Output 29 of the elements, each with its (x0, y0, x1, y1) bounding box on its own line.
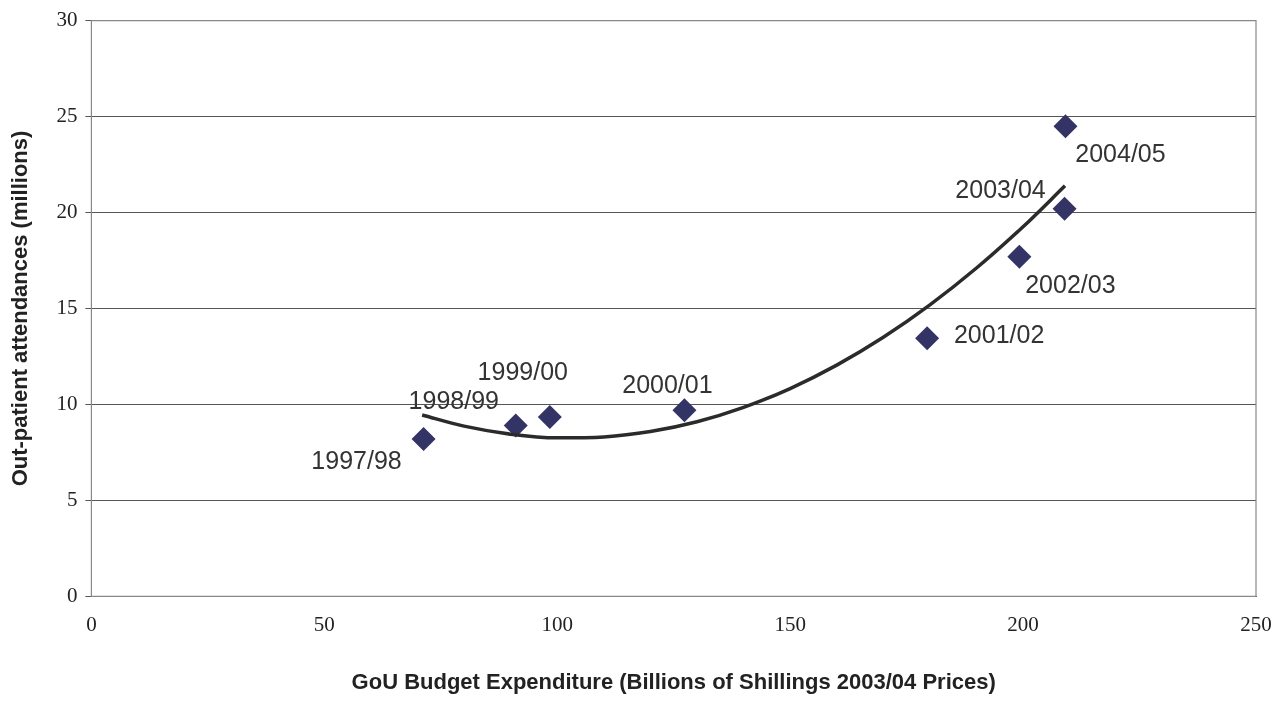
y-tick-label: 30 (56, 7, 78, 32)
annotation: 2001/02 (953, 320, 1045, 349)
annotation: 2003/04 (955, 174, 1046, 203)
annotation: 2000/01 (622, 370, 713, 399)
x-axis-title: GoU Budget Expenditure (Billions of Shillings 2003/04 Prices) (351, 668, 996, 694)
point (411, 427, 436, 452)
point (537, 404, 562, 429)
point (1007, 244, 1032, 269)
y-tick-label: 20 (56, 199, 78, 224)
x-tick-label: 100 (541, 611, 573, 636)
point (1053, 114, 1078, 139)
y-tick-label: 10 (56, 390, 78, 415)
annotation: 2002/03 (1025, 269, 1116, 298)
annotation: 1999/00 (477, 356, 568, 385)
y-tick-label: 15 (56, 295, 78, 320)
annotation: 2004/05 (1075, 139, 1166, 168)
x-tick-label: 250 (1240, 611, 1272, 636)
x-tick-label: 50 (313, 611, 335, 636)
y-tick-label: 5 (66, 486, 78, 511)
x-tick-label: 150 (774, 611, 806, 636)
x-tick-label: 200 (1007, 611, 1039, 636)
y-axis-title: Out-patient attendances (millions) (7, 130, 33, 487)
y-tick-label: 0 (66, 582, 78, 607)
annotation: 1997/98 (311, 445, 402, 474)
point (672, 398, 697, 423)
x-tick-label: 0 (86, 611, 97, 636)
y-tick-label: 25 (56, 103, 78, 128)
point (915, 326, 940, 351)
point (1052, 196, 1077, 221)
